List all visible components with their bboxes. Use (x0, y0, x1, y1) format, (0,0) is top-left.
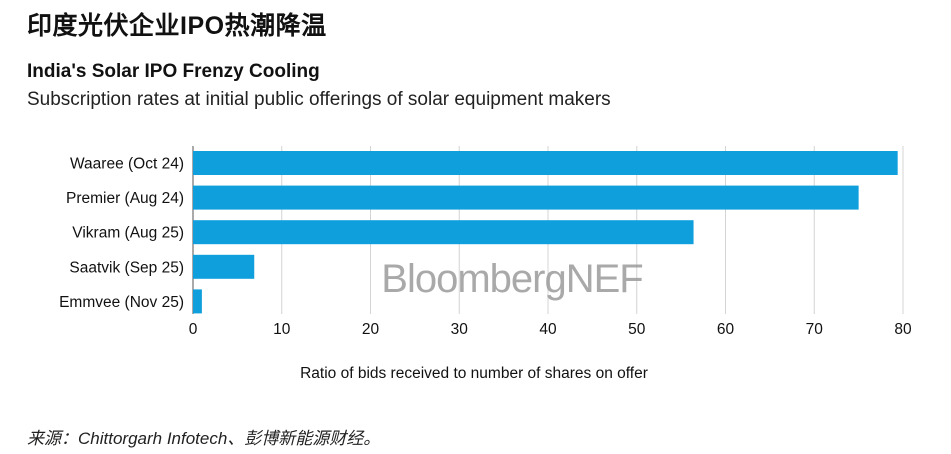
source-note: 来源：Chittorgarh Infotech、彭博新能源财经。 (27, 429, 381, 448)
x-tick-label: 30 (451, 321, 469, 338)
x-tick-label: 50 (628, 321, 646, 338)
x-tick-label: 80 (894, 321, 912, 338)
chart-title: India's Solar IPO Frenzy Cooling (27, 61, 320, 82)
category-label: Waaree (Oct 24) (70, 156, 184, 173)
x-axis-label: Ratio of bids received to number of shar… (300, 365, 648, 382)
x-tick-label: 20 (362, 321, 380, 338)
chart-subtitle: Subscription rates at initial public off… (27, 89, 611, 110)
x-tick-label: 10 (273, 321, 291, 338)
category-label: Saatvik (Sep 25) (69, 259, 184, 276)
bar (193, 289, 202, 314)
x-tick-label: 70 (806, 321, 824, 338)
bars (193, 151, 898, 314)
bar (193, 185, 859, 210)
bar (193, 254, 255, 279)
x-tick-label: 60 (717, 321, 735, 338)
x-tick-label: 0 (189, 321, 198, 338)
page-title: 印度光伏企业IPO热潮降温 (27, 12, 327, 40)
watermark-logo: BloombergNEF (381, 257, 642, 301)
category-labels: Waaree (Oct 24) Premier (Aug 24) Vikram (A… (59, 156, 184, 311)
category-label: Vikram (Aug 25) (72, 225, 184, 242)
bar (193, 151, 898, 175)
category-label: Premier (Aug 24) (66, 190, 184, 207)
bar (193, 220, 694, 245)
category-label: Emmvee (Nov 25) (59, 294, 184, 311)
bar-chart: BloombergNEF Waaree (Oct 24) Premier (Aug… (59, 146, 912, 382)
x-tick-label: 40 (539, 321, 557, 338)
x-tick-labels: 0 10 20 30 40 50 60 70 80 (189, 321, 912, 338)
